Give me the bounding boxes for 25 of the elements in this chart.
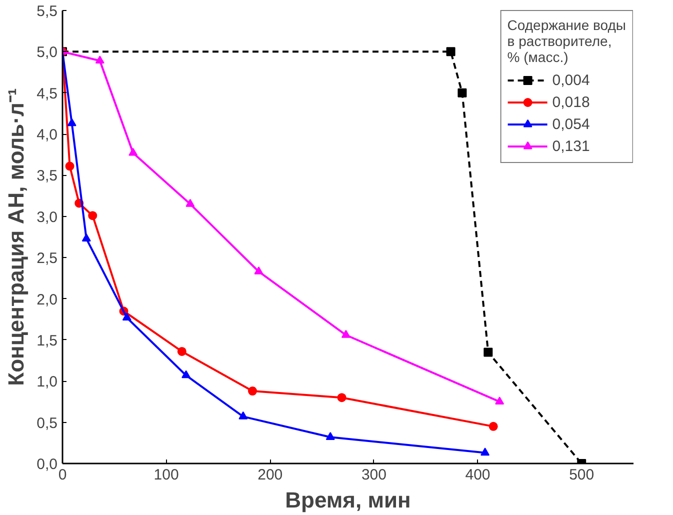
y-tick-label: 3,5 xyxy=(36,168,58,185)
x-tick-label: 200 xyxy=(258,466,283,484)
x-tick-label: 100 xyxy=(154,466,179,484)
y-tick-label: 4,0 xyxy=(36,126,58,144)
y-tick-label: 2,0 xyxy=(36,291,58,308)
legend-label: 0,131 xyxy=(552,138,590,154)
y-tick-label: 5,0 xyxy=(36,44,58,62)
x-axis-title: Время, мин xyxy=(285,488,411,512)
x-tick-label: 400 xyxy=(465,466,490,484)
legend-label: 0,004 xyxy=(552,72,590,88)
y-tick-label: 1,5 xyxy=(36,332,58,350)
x-tick-label: 0 xyxy=(58,466,67,484)
y-tick-label: 5,5 xyxy=(36,3,58,20)
legend-label: 0,018 xyxy=(552,94,590,110)
x-tick-label: 500 xyxy=(569,466,594,484)
legend-label: 0,054 xyxy=(552,116,590,132)
y-tick-label: 0,0 xyxy=(36,456,58,473)
y-tick-label: 0,5 xyxy=(36,414,58,432)
y-tick-label: 2,5 xyxy=(36,250,58,268)
y-tick-label: 1,0 xyxy=(36,374,58,391)
y-axis-title: Концентрация АН, моль·л⁻¹ xyxy=(4,88,29,386)
legend-title: Содержание воды в растворителе, % (масс.) xyxy=(507,17,626,65)
y-tick-label: 3,0 xyxy=(36,208,58,226)
x-tick-label: 300 xyxy=(361,466,386,484)
y-tick-label: 4,5 xyxy=(36,85,58,102)
